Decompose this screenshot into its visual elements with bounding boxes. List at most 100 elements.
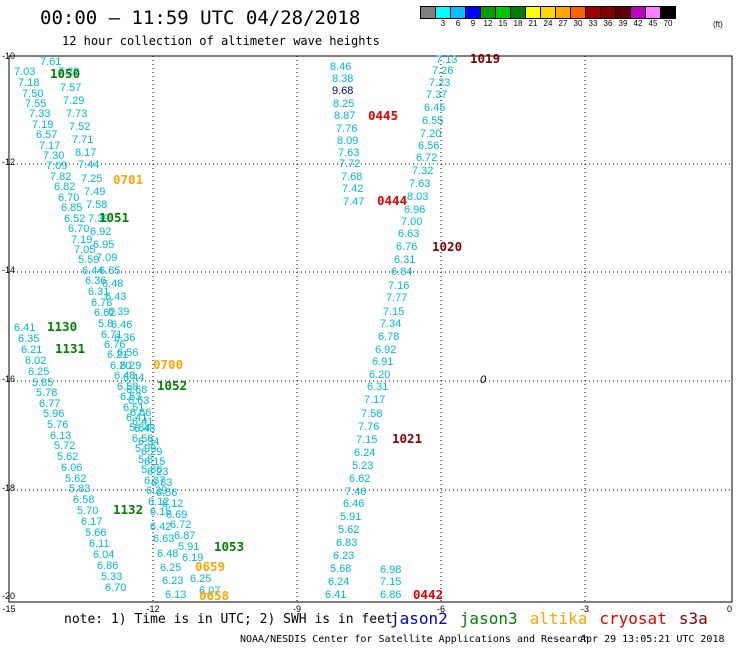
pass-time-label: 1020 <box>432 239 462 254</box>
wave-height-value: 7.46 <box>345 486 366 498</box>
pass-time-label: 1051 <box>99 210 129 225</box>
wave-height-value: 6.57 <box>36 129 57 141</box>
wave-height-value: 5.85 <box>32 377 53 389</box>
wave-height-value: 6.20 <box>110 360 131 372</box>
y-tick-label: -18 <box>2 483 15 493</box>
map-grid <box>9 56 732 602</box>
wave-height-value: 6.63 <box>398 228 419 240</box>
legend-label: 3 <box>440 19 446 28</box>
legend-label: 21 <box>528 19 538 28</box>
wave-height-value: 6.96 <box>404 204 425 216</box>
wave-height-value: 7.17 <box>39 140 60 152</box>
wave-height-value: 7.09 <box>46 160 67 172</box>
wave-height-value: 5.76 <box>47 419 68 431</box>
wave-height-value: 6.44 <box>82 265 103 277</box>
wave-height-value: 6.25 <box>190 573 211 585</box>
wave-height-value: 7.15 <box>380 576 401 588</box>
wave-height-value: 7.72 <box>339 158 360 170</box>
wave-height-value: 6.85 <box>61 202 82 214</box>
pass-time-label: 0659 <box>195 559 225 574</box>
pass-time-label: 1021 <box>392 431 422 446</box>
wave-height-value: 6.76 <box>104 339 125 351</box>
wave-height-value: 6.68 <box>126 384 147 396</box>
wave-height-value: 6.36 <box>85 275 106 287</box>
x-tick-label: 0 <box>727 604 732 614</box>
wave-height-value: 7.17 <box>364 394 385 406</box>
y-tick-label: -16 <box>2 374 15 384</box>
wave-height-value: 8.38 <box>332 73 353 85</box>
pass-time-label: 1130 <box>47 319 77 334</box>
wave-height-value: 6.56 <box>117 347 138 359</box>
x-tick-label: -6 <box>437 604 445 614</box>
satellite-name: jason3 <box>459 609 518 628</box>
wave-height-value: 6.46 <box>343 498 364 510</box>
wave-height-value: 6.86 <box>97 560 118 572</box>
wave-height-value: 7.15 <box>356 434 377 446</box>
wave-height-value: 7.30 <box>43 150 64 162</box>
wave-height-value: 7.76 <box>358 421 379 433</box>
wave-height-value: 6.83 <box>336 537 357 549</box>
wave-height-value: 6.76 <box>396 241 417 253</box>
wave-height-value: 6.91 <box>372 356 393 368</box>
satellite-name: cryosat <box>599 609 667 628</box>
wave-height-value: 7.50 <box>22 88 43 100</box>
wave-height-value: 5.96 <box>43 408 64 420</box>
wave-height-value: 6.23 <box>147 466 168 478</box>
wave-height-value: 5.62 <box>65 473 86 485</box>
wave-height-value: 6.31 <box>88 286 109 298</box>
wave-height-value: 5.8 <box>138 454 153 466</box>
axis-labels: -15 -12 -9 -6 -3 0 -10 -12 -14 -16 -18 -20 <box>2 51 732 614</box>
wave-height-value: 5.8 <box>98 318 113 330</box>
wave-height-value: 5.70 <box>77 505 98 517</box>
legend-label: 30 <box>573 19 583 28</box>
wave-height-value: 6.20 <box>369 369 390 381</box>
pass-time-label: 1132 <box>113 502 143 517</box>
wave-height-value: 6.62 <box>349 473 370 485</box>
wave-height-value: 6.63 <box>128 395 149 407</box>
pass-time-labels: 1050 1019 0445 0701 0444 1051 1020 1130 1131 0700… <box>47 51 500 603</box>
footer-note: note: 1) Time is in UTC; 2) SWH is in fe… <box>64 612 393 627</box>
wave-height-value: 6.12 <box>162 498 183 510</box>
map-frame <box>8 55 733 603</box>
wave-height-value: 6.70 <box>105 582 126 594</box>
wave-height-value: 6.21 <box>107 349 128 361</box>
legend-label: 39 <box>618 19 628 28</box>
wave-height-value: 6.19 <box>182 552 203 564</box>
x-tick-label: -15 <box>2 604 15 614</box>
wave-height-value: 6.51 <box>123 402 144 414</box>
wave-height-value: 6.95 <box>93 239 114 251</box>
legend-label: 42 <box>633 19 643 28</box>
map-title: 00:00 – 11:59 UTC 04/28/2018 <box>40 7 361 29</box>
wave-height-value: 6.92 <box>375 344 396 356</box>
wave-height-value: 6.48 <box>102 278 123 290</box>
wave-height-value: 6.13 <box>50 430 71 442</box>
wave-height-value: 6.07 <box>199 585 220 597</box>
wave-height-value: 7.61 <box>40 56 61 68</box>
center-marker: 0 <box>480 374 487 386</box>
wave-height-value: 7.20 <box>420 128 441 140</box>
wave-height-value: 6.70 <box>58 192 79 204</box>
legend-label: 36 <box>603 19 613 28</box>
wave-height-value: 7.09 <box>96 252 117 264</box>
wave-height-value: 5.62 <box>338 524 359 536</box>
wave-height-value: 7.58 <box>361 408 382 420</box>
wave-height-value: 6.31 <box>394 254 415 266</box>
satellite-key: jason2 jason3 altika cryosat s3a <box>390 609 708 628</box>
wave-height-value: 6.46 <box>111 319 132 331</box>
legend-label: 24 <box>543 19 553 28</box>
wave-height-value: 5.68 <box>330 563 351 575</box>
wave-height-value: 7.16 <box>388 280 409 292</box>
pass-time-label: 0444 <box>377 193 407 208</box>
wave-height-value: 6.36 <box>114 332 135 344</box>
wave-height-value: 7.42 <box>342 183 363 195</box>
legend-label: 33 <box>588 19 598 28</box>
wave-height-value: 5.23 <box>352 460 373 472</box>
wave-height-value: 6.23 <box>333 550 354 562</box>
pass-time-label: 1052 <box>157 378 187 393</box>
wave-height-value: 6.02 <box>25 355 46 367</box>
wave-height-value: 6.72 <box>416 152 437 164</box>
wave-height-value: 6.04 <box>93 549 114 561</box>
wave-height-value: 6.66 <box>130 407 151 419</box>
wave-height-value: 7.15 <box>383 306 404 318</box>
legend-label: 12 <box>483 19 493 28</box>
